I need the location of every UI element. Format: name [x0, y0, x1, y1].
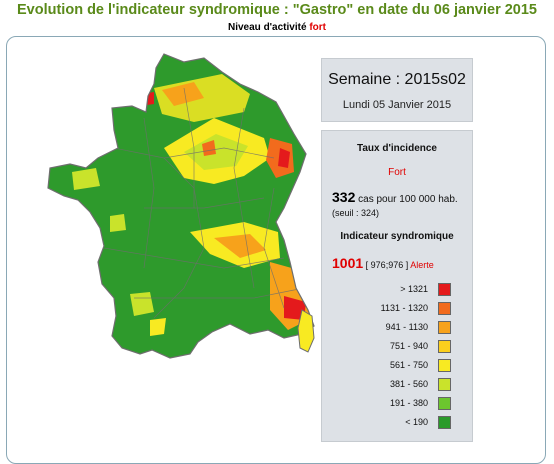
legend-row: 751 - 940 [322, 338, 472, 356]
page-title: Evolution de l'indicateur syndromique : … [17, 2, 537, 18]
incidence-rate: 332 cas pour 100 000 hab. [332, 189, 458, 205]
corsica[interactable] [297, 309, 315, 353]
legend-row: > 1321 [322, 281, 472, 299]
legend-swatch [438, 378, 451, 391]
info-panel: Taux d'incidence Fort 332 cas pour 100 0… [321, 130, 473, 442]
legend-row: 381 - 560 [322, 376, 472, 394]
legend-swatch [438, 283, 451, 296]
legend-swatch [438, 359, 451, 372]
week-panel: Semaine : 2015s02 Lundi 05 Janvier 2015 [321, 58, 473, 122]
legend-label: 941 - 1130 [385, 322, 428, 332]
france-map[interactable] [44, 48, 320, 360]
legend-row: 561 - 750 [322, 357, 472, 375]
legend-label: 191 - 380 [389, 398, 428, 408]
legend-label: 751 - 940 [389, 341, 428, 351]
legend-row: < 190 [322, 414, 472, 432]
week-date: Lundi 05 Janvier 2015 [342, 99, 452, 111]
activity-level-subtitle: Niveau d'activité fort [0, 22, 554, 33]
activity-level-prefix: Niveau d'activité [228, 22, 307, 33]
legend-swatch [438, 340, 451, 353]
legend-label: 381 - 560 [389, 379, 428, 389]
incidence-threshold: (seuil : 324) [332, 208, 380, 218]
indicator-line: 1001 [ 976;976 ] Alerte [332, 255, 434, 271]
legend-row: 941 - 1130 [322, 319, 472, 337]
indicator-value: 1001 [332, 255, 364, 271]
incidence-title: Taux d'incidence [357, 143, 437, 154]
incidence-value: 332 [332, 189, 356, 205]
incidence-level: Fort [388, 167, 406, 178]
indicator-status: Alerte [410, 260, 434, 270]
legend-row: 1131 - 1320 [322, 300, 472, 318]
indicator-interval: [ 976;976 ] [365, 260, 409, 270]
legend-swatch [438, 416, 451, 429]
legend-label: > 1321 [400, 284, 428, 294]
legend-swatch [438, 302, 451, 315]
indicator-title: Indicateur syndromique [340, 231, 454, 242]
legend-swatch [438, 397, 451, 410]
legend-label: 1131 - 1320 [380, 303, 428, 313]
incidence-unit: cas pour 100 000 hab. [358, 194, 458, 205]
activity-level-value: fort [309, 22, 326, 33]
week-label: Semaine : 2015s02 [328, 71, 466, 88]
legend-swatch [438, 321, 451, 334]
legend-row: 191 - 380 [322, 395, 472, 413]
legend-label: < 190 [405, 417, 428, 427]
france-outline [47, 53, 315, 359]
legend-label: 561 - 750 [389, 360, 428, 370]
